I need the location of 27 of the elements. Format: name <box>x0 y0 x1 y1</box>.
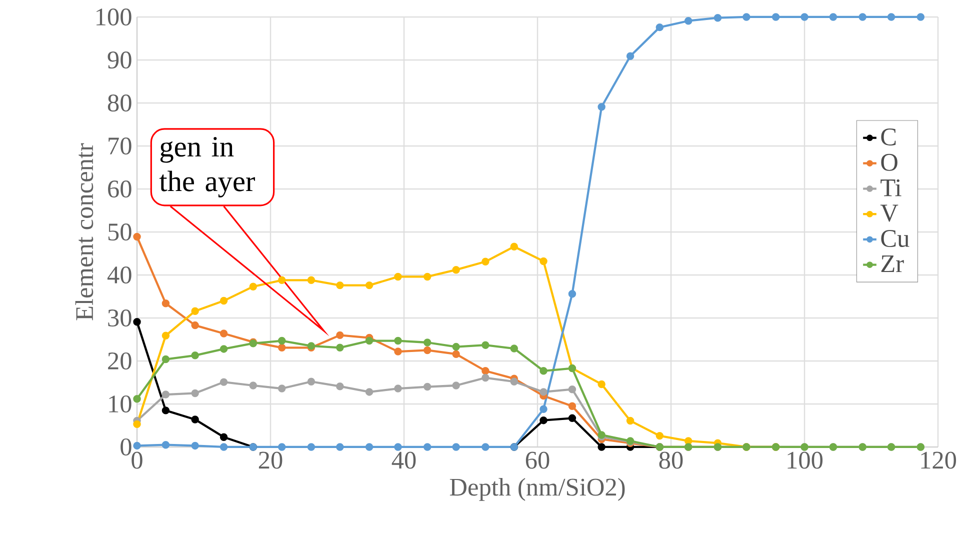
x-tick-label: 80 <box>659 452 683 469</box>
legend-label: V <box>880 204 898 222</box>
legend-label: Zr <box>881 255 904 272</box>
y-tick-label: 40 <box>107 266 132 284</box>
legend-label: O <box>881 154 898 171</box>
x-tick-label: 120 <box>921 452 956 469</box>
x-tick-label: 100 <box>788 452 823 469</box>
x-tick-label: 20 <box>258 452 282 469</box>
y-tick-label: 100 <box>96 8 132 26</box>
x-axis-title: Depth (nm/SiO2) <box>450 478 625 501</box>
y-axis-title: Element concentr <box>75 143 94 320</box>
x-tick-label: 0 <box>132 452 142 469</box>
x-tick-label: 60 <box>526 452 550 469</box>
y-tick-label: 80 <box>108 94 132 112</box>
y-tick-label: 90 <box>108 51 132 69</box>
y-tick-label: 30 <box>108 309 132 327</box>
y-tick-label: 50 <box>108 223 132 241</box>
legend-label: Ti <box>880 179 902 196</box>
y-tick-label: 60 <box>108 180 132 198</box>
y-tick-label: 70 <box>108 137 132 155</box>
legend-label: Cu <box>881 230 910 248</box>
y-tick-label: 10 <box>109 395 132 413</box>
y-tick-label: 0 <box>120 438 132 456</box>
legend-label: C <box>881 128 896 146</box>
y-tick-label: 20 <box>108 352 132 370</box>
x-tick-label: 40 <box>392 452 416 469</box>
annotation: gen in the ayer <box>159 136 255 198</box>
